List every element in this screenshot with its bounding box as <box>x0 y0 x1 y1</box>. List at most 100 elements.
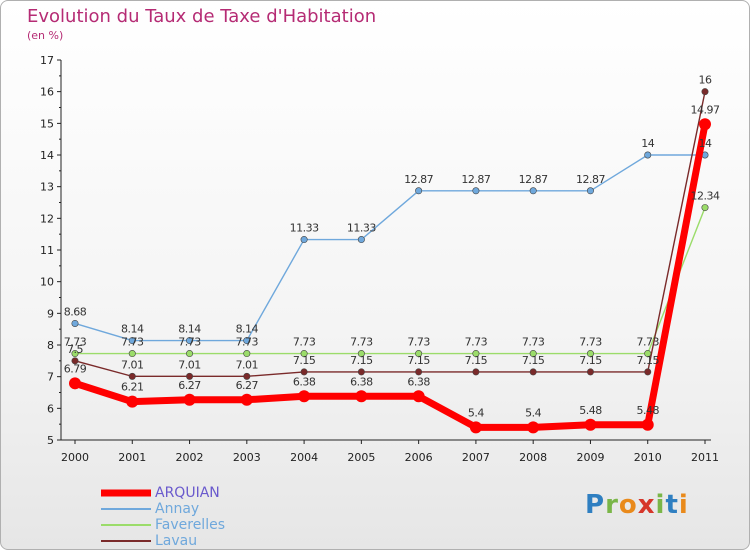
data-label-arquian: 6.38 <box>407 375 430 388</box>
x-tick-label: 2007 <box>462 451 490 464</box>
data-label-faverelles: 7.73 <box>636 336 659 349</box>
x-tick-label: 2009 <box>576 451 604 464</box>
data-point-annay <box>586 187 594 195</box>
data-label-lavau: 7.15 <box>350 354 373 367</box>
data-label-annay: 8.68 <box>64 305 87 318</box>
data-label-lavau: 7.15 <box>293 354 316 367</box>
logo-letter: o <box>618 490 638 520</box>
data-label-arquian: 5.4 <box>468 406 484 419</box>
x-tick-label: 2002 <box>176 451 204 464</box>
series-line-lavau <box>74 91 706 378</box>
data-point-faverelles <box>71 350 79 358</box>
data-point-lavau <box>71 357 79 365</box>
data-point-annay <box>243 337 251 345</box>
data-label-lavau: 7.5 <box>67 343 83 356</box>
logo-letter: r <box>605 490 619 520</box>
data-point-annay <box>529 187 537 195</box>
data-point-faverelles <box>415 350 423 358</box>
data-label-annay: 8.14 <box>236 323 259 336</box>
data-label-arquian: 6.27 <box>236 379 259 392</box>
data-point-arquian <box>469 421 482 434</box>
data-label-annay: 12.87 <box>404 173 433 186</box>
x-tick-label: 2004 <box>290 451 318 464</box>
data-label-lavau: 7.15 <box>636 354 659 367</box>
data-point-lavau <box>529 368 537 376</box>
data-point-faverelles <box>529 350 537 358</box>
data-label-lavau: 7.01 <box>121 358 144 371</box>
data-point-faverelles <box>586 350 594 358</box>
data-point-lavau <box>586 368 594 376</box>
data-label-arquian: 6.38 <box>293 375 316 388</box>
data-label-faverelles: 7.73 <box>64 336 87 349</box>
x-tick-label: 2011 <box>691 451 719 464</box>
data-label-arquian: 5.48 <box>636 404 659 417</box>
data-label-faverelles: 7.73 <box>350 336 373 349</box>
y-tick-label: 13 <box>40 181 54 194</box>
data-point-annay <box>415 187 423 195</box>
chart-title: Evolution du Taux de Taxe d'Habitation <box>27 6 377 27</box>
y-tick-label: 11 <box>40 244 54 257</box>
data-point-arquian <box>641 418 654 431</box>
y-tick-label: 8 <box>47 339 54 352</box>
x-tick-label: 2006 <box>405 451 433 464</box>
data-label-arquian: 14.97 <box>691 103 720 116</box>
data-label-faverelles: 12.34 <box>691 190 720 203</box>
y-tick-label: 10 <box>40 276 54 289</box>
data-label-lavau: 7.15 <box>407 354 430 367</box>
data-label-arquian: 6.27 <box>178 379 201 392</box>
data-point-faverelles <box>243 350 251 358</box>
data-point-faverelles <box>472 350 480 358</box>
data-label-lavau: 7.15 <box>465 354 488 367</box>
data-label-faverelles: 7.73 <box>236 336 259 349</box>
data-point-lavau <box>472 368 480 376</box>
data-label-annay: 11.33 <box>290 222 319 235</box>
data-point-arquian <box>126 395 139 408</box>
data-point-annay <box>300 236 308 244</box>
legend-swatch <box>101 540 151 542</box>
data-point-arquian <box>240 393 253 406</box>
data-point-lavau <box>186 372 194 380</box>
y-tick-label: 9 <box>47 307 54 320</box>
data-label-annay: 8.14 <box>121 323 144 336</box>
data-point-lavau <box>357 368 365 376</box>
logo-letter: i <box>655 490 666 520</box>
data-point-annay <box>472 187 480 195</box>
data-point-annay <box>644 151 652 159</box>
data-label-arquian: 5.4 <box>525 406 541 419</box>
data-label-faverelles: 7.73 <box>293 336 316 349</box>
data-point-arquian <box>527 421 540 434</box>
data-label-lavau: 7.15 <box>522 354 545 367</box>
data-label-arquian: 6.38 <box>350 375 373 388</box>
data-point-faverelles <box>701 204 709 212</box>
data-point-annay <box>186 337 194 345</box>
data-point-faverelles <box>186 350 194 358</box>
y-tick-label: 16 <box>40 86 54 99</box>
data-label-faverelles: 7.73 <box>465 336 488 349</box>
data-label-lavau: 7.15 <box>579 354 602 367</box>
legend-label: Faverelles <box>155 517 225 533</box>
x-tick-label: 2005 <box>347 451 375 464</box>
data-point-arquian <box>355 390 368 403</box>
data-label-arquian: 6.79 <box>64 362 87 375</box>
data-point-annay <box>357 236 365 244</box>
data-point-lavau <box>415 368 423 376</box>
data-point-faverelles <box>300 350 308 358</box>
y-tick-label: 6 <box>47 402 54 415</box>
x-tick-label: 2010 <box>634 451 662 464</box>
data-point-lavau <box>243 372 251 380</box>
chart-unit: (en %) <box>27 29 64 42</box>
legend-label: Lavau <box>155 533 198 549</box>
data-label-annay: 8.14 <box>178 323 201 336</box>
data-point-faverelles <box>128 350 136 358</box>
data-label-faverelles: 7.73 <box>407 336 430 349</box>
legend-swatch <box>101 489 151 497</box>
y-tick-label: 7 <box>47 371 54 384</box>
data-point-arquian <box>584 418 597 431</box>
x-tick-label: 2000 <box>61 451 89 464</box>
series-line-faverelles <box>75 207 706 355</box>
legend-label: Annay <box>155 501 200 517</box>
logo-letter: t <box>665 490 679 520</box>
data-label-annay: 12.87 <box>519 173 548 186</box>
